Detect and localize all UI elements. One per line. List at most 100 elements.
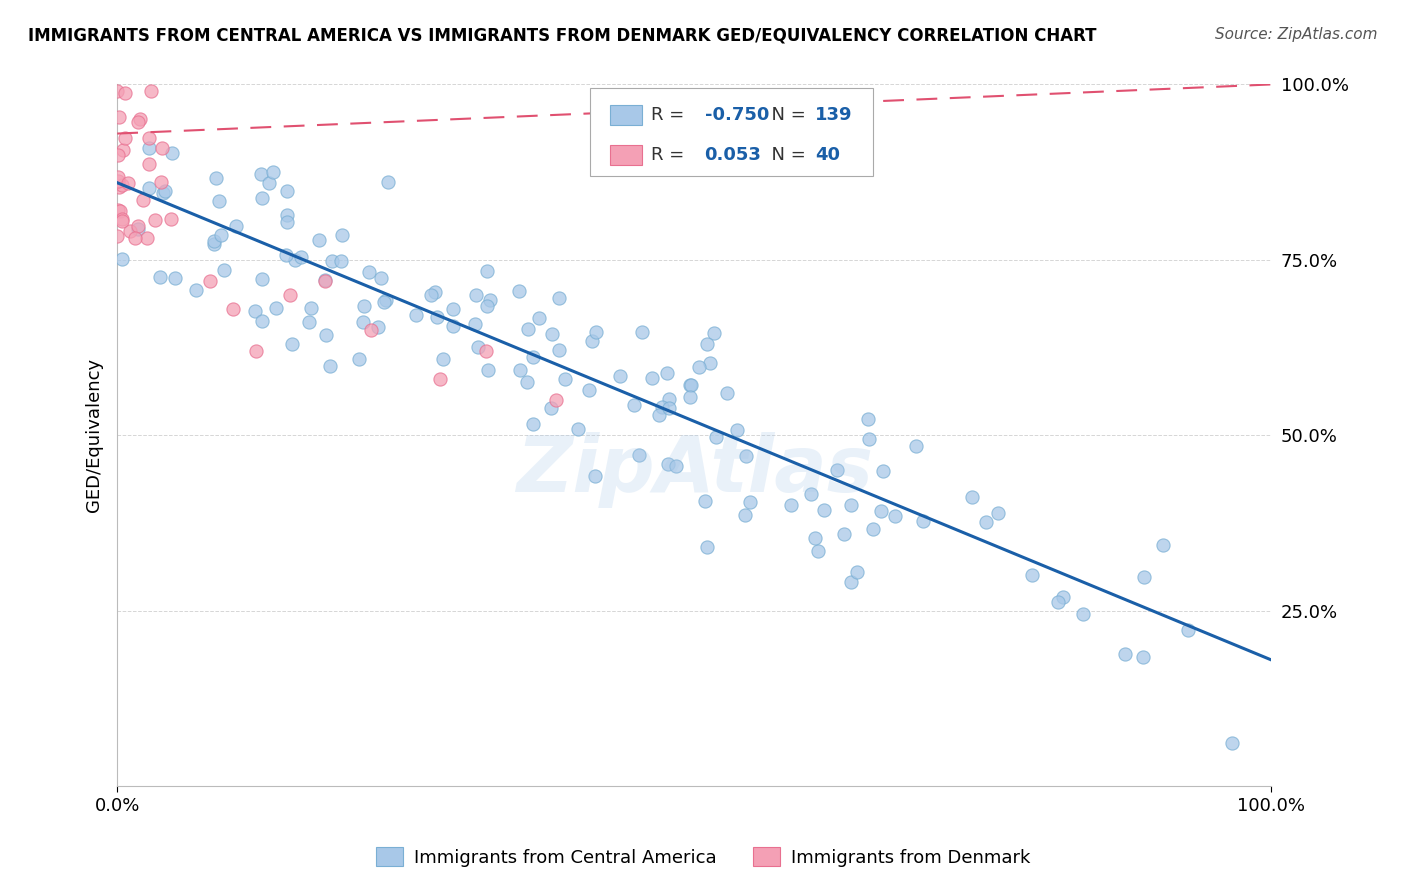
- Point: [658, 401, 681, 415]
- Point: [516, 375, 538, 389]
- Point: [648, 408, 671, 422]
- Point: [367, 320, 389, 334]
- Point: [136, 231, 159, 245]
- Point: [432, 352, 454, 367]
- Point: [124, 231, 146, 245]
- Y-axis label: GED/Equivalency: GED/Equivalency: [86, 359, 103, 512]
- Point: [105, 85, 128, 99]
- Point: [138, 157, 160, 171]
- Point: [696, 337, 718, 351]
- Point: [308, 233, 330, 247]
- Point: [243, 304, 266, 318]
- Point: [509, 363, 531, 377]
- Point: [547, 291, 569, 305]
- Point: [703, 326, 725, 341]
- Point: [353, 300, 375, 314]
- Point: [111, 178, 134, 193]
- Point: [839, 498, 862, 512]
- Point: [585, 326, 607, 340]
- Point: [198, 274, 221, 288]
- Point: [832, 526, 855, 541]
- Point: [1152, 538, 1174, 552]
- Point: [658, 392, 681, 407]
- Point: [315, 327, 337, 342]
- Text: IMMIGRANTS FROM CENTRAL AMERICA VS IMMIGRANTS FROM DENMARK GED/EQUIVALENCY CORRE: IMMIGRANTS FROM CENTRAL AMERICA VS IMMIG…: [28, 27, 1097, 45]
- Point: [375, 293, 398, 307]
- Point: [522, 417, 544, 432]
- Point: [141, 85, 163, 99]
- Point: [221, 301, 243, 316]
- Point: [541, 327, 564, 342]
- Point: [138, 181, 160, 195]
- Point: [107, 169, 129, 184]
- Point: [249, 167, 271, 181]
- Point: [862, 523, 884, 537]
- Text: -0.750: -0.750: [704, 106, 769, 124]
- Point: [423, 285, 446, 299]
- Text: 0.053: 0.053: [704, 146, 762, 164]
- Point: [347, 351, 370, 366]
- Point: [623, 398, 645, 412]
- Point: [110, 211, 132, 226]
- Point: [825, 463, 848, 477]
- Point: [464, 317, 486, 331]
- Point: [651, 400, 673, 414]
- Point: [845, 565, 868, 579]
- Point: [581, 334, 603, 349]
- Point: [252, 314, 274, 328]
- Point: [479, 293, 502, 308]
- Point: [429, 372, 451, 386]
- Point: [111, 252, 134, 266]
- Text: N =: N =: [759, 146, 811, 164]
- Point: [150, 141, 173, 155]
- Point: [262, 165, 284, 179]
- FancyBboxPatch shape: [610, 145, 643, 165]
- Point: [314, 274, 336, 288]
- Point: [1132, 650, 1154, 665]
- Point: [152, 186, 174, 201]
- Point: [299, 301, 322, 315]
- Point: [872, 465, 894, 479]
- Point: [297, 315, 319, 329]
- Point: [905, 440, 928, 454]
- Point: [960, 490, 983, 504]
- Point: [517, 322, 540, 336]
- Point: [276, 215, 298, 229]
- Point: [734, 450, 756, 464]
- Point: [475, 344, 498, 359]
- Point: [681, 378, 703, 392]
- Point: [108, 180, 131, 194]
- Point: [609, 369, 631, 384]
- Point: [245, 344, 267, 359]
- Point: [884, 509, 907, 524]
- Point: [522, 351, 544, 365]
- Point: [114, 86, 136, 100]
- Point: [657, 458, 679, 472]
- Point: [208, 194, 231, 208]
- Point: [696, 540, 718, 554]
- Point: [567, 422, 589, 436]
- Point: [160, 211, 183, 226]
- Point: [129, 112, 152, 127]
- Point: [163, 271, 186, 285]
- Point: [800, 487, 823, 501]
- Point: [330, 227, 353, 242]
- Point: [283, 253, 305, 268]
- Point: [858, 432, 880, 446]
- Point: [117, 176, 139, 190]
- Point: [465, 288, 488, 302]
- Point: [974, 515, 997, 529]
- Point: [370, 270, 392, 285]
- Point: [257, 176, 280, 190]
- Point: [813, 503, 835, 517]
- Point: [583, 469, 606, 483]
- Point: [143, 212, 166, 227]
- Text: 139: 139: [815, 106, 853, 124]
- Point: [321, 254, 343, 268]
- Point: [138, 141, 160, 155]
- FancyBboxPatch shape: [591, 88, 873, 176]
- Point: [330, 254, 353, 268]
- Point: [1052, 591, 1074, 605]
- Legend: Immigrants from Central America, Immigrants from Denmark: Immigrants from Central America, Immigra…: [368, 840, 1038, 874]
- Point: [1220, 736, 1243, 750]
